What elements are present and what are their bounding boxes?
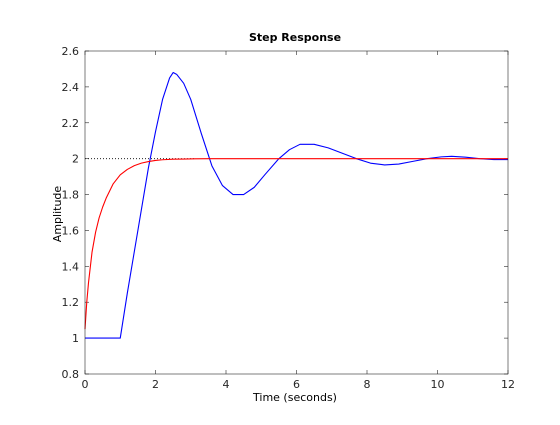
x-tick-label: 6 [293,378,300,391]
y-tick-label: 1 [72,332,79,345]
x-axis-label: Time (seconds) [252,391,337,404]
axes-background [85,51,508,374]
y-tick-label: 2 [72,153,79,166]
x-tick-label: 10 [431,378,445,391]
y-tick-label: 2.4 [62,81,80,94]
x-ticks: 0 2 4 6 8 10 12 [82,51,515,391]
plot-area [85,51,508,374]
series-line-2 [84,158,508,330]
x-tick-label: 8 [364,378,371,391]
y-tick-label: 1.8 [62,189,80,202]
axes-frame [84,50,509,375]
chart-title: Step Response [249,31,341,44]
y-tick-label: 0.8 [62,368,80,381]
y-tick-label: 1.2 [62,296,80,309]
y-tick-label: 1.6 [62,224,80,237]
x-tick-label: 12 [501,378,515,391]
y-tick-label: 1.4 [62,260,80,273]
x-tick-label: 2 [152,378,159,391]
x-tick-label: 0 [82,378,89,391]
x-tick-label: 4 [223,378,230,391]
series-layer [84,71,508,339]
y-tick-label: 2.2 [62,117,80,130]
y-axis-label: Amplitude [51,186,64,243]
y-tick-label: 2.6 [62,45,80,58]
axes-box [84,50,509,375]
